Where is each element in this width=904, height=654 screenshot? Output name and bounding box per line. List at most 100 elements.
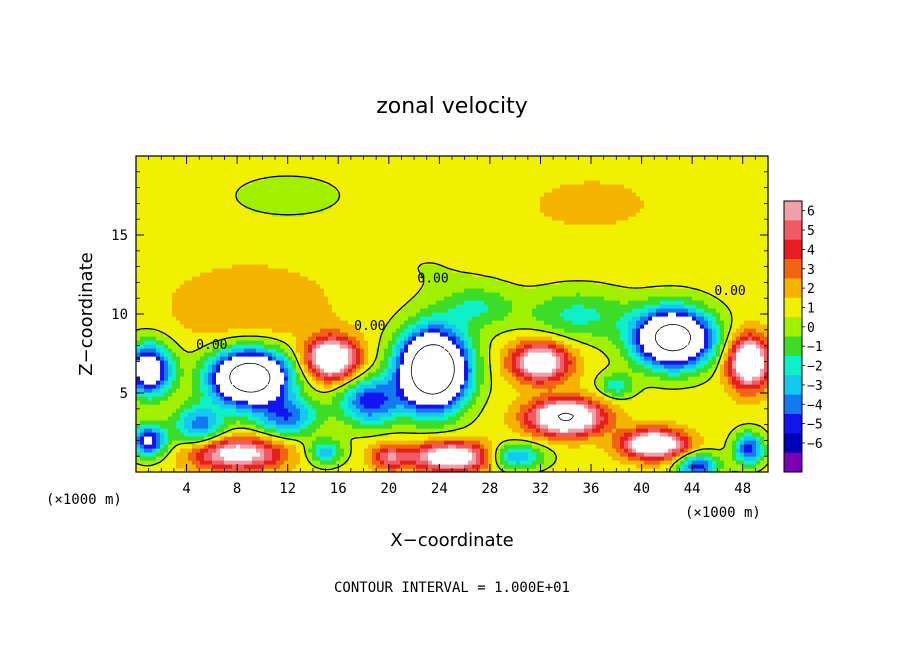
heatmap-cell <box>764 424 768 429</box>
heatmap-cell <box>432 464 437 469</box>
heatmap-cell <box>312 460 317 465</box>
heatmap-cell <box>712 364 717 369</box>
heatmap-cell <box>468 468 473 472</box>
heatmap-cell <box>176 364 181 369</box>
heatmap-cell <box>756 448 761 453</box>
heatmap-cell <box>444 388 449 393</box>
heatmap-cell <box>732 380 737 385</box>
heatmap-cell <box>644 440 649 445</box>
heatmap-cell <box>760 364 765 369</box>
heatmap-cell <box>708 356 713 361</box>
heatmap-cell <box>356 412 361 417</box>
heatmap-cell <box>168 444 173 449</box>
heatmap-cell <box>388 372 393 377</box>
heatmap-cell <box>584 408 589 413</box>
heatmap-cell <box>764 372 768 377</box>
heatmap-cell <box>156 440 161 445</box>
heatmap-cell <box>356 356 361 361</box>
heatmap-cell <box>476 432 481 437</box>
heatmap-cell <box>312 432 317 437</box>
heatmap-cell <box>188 412 193 417</box>
heatmap-cell <box>516 372 521 377</box>
heatmap-cell <box>688 376 693 381</box>
heatmap-cell <box>372 428 377 433</box>
heatmap-cell <box>612 368 617 373</box>
heatmap-cell <box>716 392 721 397</box>
heatmap-cell <box>160 400 165 405</box>
heatmap-cell <box>564 368 569 373</box>
heatmap-cell <box>252 420 257 425</box>
heatmap-cell <box>608 444 613 449</box>
heatmap-cell <box>216 440 221 445</box>
heatmap-cell <box>228 456 233 461</box>
heatmap-cell <box>424 380 429 385</box>
heatmap-cell <box>456 424 461 429</box>
heatmap-cell <box>328 352 333 357</box>
heatmap-cell <box>524 448 529 453</box>
heatmap-cell <box>248 424 253 429</box>
heatmap-cell <box>708 412 713 417</box>
heatmap-cell <box>660 420 665 425</box>
heatmap-cell <box>720 468 725 472</box>
heatmap-cell <box>240 460 245 465</box>
heatmap-cell <box>596 380 601 385</box>
heatmap-cell <box>196 456 201 461</box>
heatmap-cell <box>736 428 741 433</box>
heatmap-cell <box>504 344 509 349</box>
heatmap-cell <box>580 424 585 429</box>
heatmap-cell <box>640 456 645 461</box>
heatmap-cell <box>540 396 545 401</box>
heatmap-cell <box>284 404 289 409</box>
heatmap-cell <box>352 460 357 465</box>
heatmap-cell <box>220 428 225 433</box>
heatmap-cell <box>728 436 733 441</box>
heatmap-cell <box>724 384 729 389</box>
heatmap-cell <box>436 392 441 397</box>
heatmap-cell <box>472 440 477 445</box>
heatmap-cell <box>664 388 669 393</box>
heatmap-cell <box>424 384 429 389</box>
heatmap-cell <box>324 348 329 353</box>
heatmap-cell <box>516 360 521 365</box>
heatmap-cell <box>496 460 501 465</box>
heatmap-cell <box>740 380 745 385</box>
heatmap-cell <box>652 396 657 401</box>
heatmap-cell <box>460 448 465 453</box>
heatmap-cell <box>360 428 365 433</box>
heatmap-cell <box>524 436 529 441</box>
heatmap-cell <box>288 380 293 385</box>
heatmap-cell <box>364 424 369 429</box>
heatmap-cell <box>220 452 225 457</box>
heatmap-cell <box>376 432 381 437</box>
heatmap-cell <box>544 376 549 381</box>
heatmap-cell <box>764 356 768 361</box>
heatmap-cell <box>224 448 229 453</box>
heatmap-cell <box>188 352 193 357</box>
heatmap-cell <box>704 448 709 453</box>
heatmap-cell <box>672 412 677 417</box>
heatmap-cell <box>220 448 225 453</box>
heatmap-cell <box>620 416 625 421</box>
heatmap-cell <box>532 356 537 361</box>
heatmap-cell <box>528 380 533 385</box>
heatmap-cell <box>600 412 605 417</box>
heatmap-cell <box>608 436 613 441</box>
heatmap-cell <box>392 444 397 449</box>
heatmap-cell <box>276 464 281 469</box>
heatmap-cell <box>756 352 761 357</box>
heatmap-cell <box>212 440 217 445</box>
heatmap-cell <box>520 388 525 393</box>
heatmap-cell <box>204 420 209 425</box>
heatmap-cell <box>536 424 541 429</box>
heatmap-cell <box>388 384 393 389</box>
heatmap-cell <box>152 404 157 409</box>
heatmap-cell <box>136 424 141 429</box>
heatmap-cell <box>460 376 465 381</box>
heatmap-cell <box>284 416 289 421</box>
heatmap-cell <box>596 416 601 421</box>
heatmap-cell <box>324 420 329 425</box>
heatmap-cell <box>548 404 553 409</box>
heatmap-cell <box>264 468 269 472</box>
heatmap-cell <box>160 344 165 349</box>
heatmap-cell <box>404 416 409 421</box>
